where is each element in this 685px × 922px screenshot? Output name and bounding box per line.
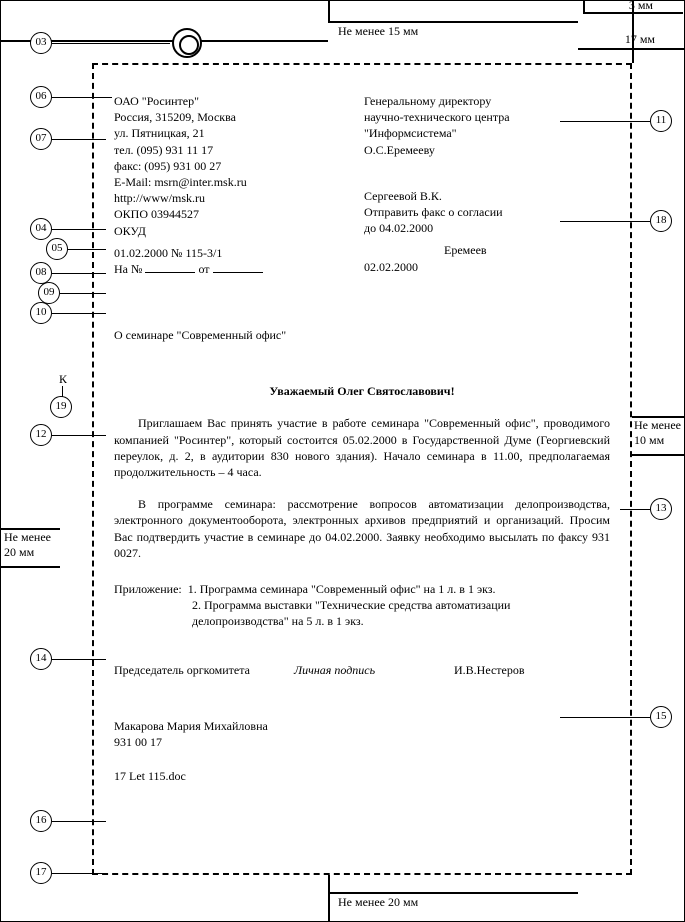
- callout-08: 08: [30, 262, 52, 284]
- recipient-l2: научно-технического центра: [364, 109, 610, 125]
- callout-12: 12: [30, 424, 52, 446]
- signature-role: Председатель оргкомитета: [114, 662, 294, 678]
- signature-personal: Личная подпись: [294, 662, 454, 678]
- sender-tel: тел. (095) 931 11 17: [114, 142, 364, 158]
- body-p1: Приглашаем Вас принять участие в работе …: [114, 415, 610, 480]
- sender-email: E-Mail: msrn@inter.msk.ru: [114, 174, 364, 190]
- callout-09: 09: [38, 282, 60, 304]
- sender-fax: факс: (095) 931 00 27: [114, 158, 364, 174]
- k-mark: К: [59, 372, 67, 387]
- ref-date-num: 01.02.2000 № 115-3/1: [114, 245, 364, 261]
- subject-line: О семинаре "Современный офис": [114, 327, 610, 343]
- sender-okpo: ОКПО 03944527: [114, 206, 364, 222]
- file-id: 17 Let 115.doc: [114, 768, 610, 784]
- callout-15: 15: [650, 706, 672, 728]
- resolution-l1: Сергеевой В.К.: [364, 188, 610, 204]
- executor-block: Макарова Мария Михайловна 931 00 17: [114, 718, 610, 750]
- greeting: Уважаемый Олег Святославович!: [114, 383, 610, 399]
- attach-2: 2. Программа выставки "Технические средс…: [114, 597, 610, 629]
- sender-org: ОАО "Росинтер": [114, 93, 364, 109]
- attach-1: 1. Программа семинара "Современный офис"…: [188, 582, 496, 596]
- callout-07: 07: [30, 128, 52, 150]
- callout-13: 13: [650, 498, 672, 520]
- margin-left: Не менее 20 мм: [4, 530, 51, 560]
- sender-addr1: Россия, 315209, Москва: [114, 109, 364, 125]
- margin-top-outer: 3 мм: [629, 0, 653, 13]
- recipient-l1: Генеральному директору: [364, 93, 610, 109]
- margin-right: 17 мм: [625, 32, 655, 47]
- sender-url: http://www/msk.ru: [114, 190, 364, 206]
- recipient-block: Генеральному директору научно-техническо…: [364, 93, 610, 158]
- callout-06: 06: [30, 86, 52, 108]
- margin-top-inner: Не менее 15 мм: [338, 24, 418, 39]
- callout-16: 16: [30, 810, 52, 832]
- attachments: Приложение: 1. Программа семинара "Совре…: [114, 581, 610, 630]
- document-area: ОАО "Росинтер" Россия, 315209, Москва ул…: [92, 63, 632, 875]
- sender-block: ОАО "Росинтер" Россия, 315209, Москва ул…: [114, 93, 364, 277]
- executor-name: Макарова Мария Михайловна: [114, 718, 610, 734]
- resolution-l2: Отправить факс о согласии: [364, 204, 610, 220]
- resolution-block: Сергеевой В.К. Отправить факс о согласии…: [364, 188, 610, 237]
- margin-right-body: Не менее 10 мм: [634, 418, 681, 448]
- attach-label: Приложение:: [114, 582, 182, 596]
- callout-19: 19: [50, 396, 72, 418]
- callout-11: 11: [650, 110, 672, 132]
- signature-row: Председатель оргкомитета Личная подпись …: [114, 662, 610, 678]
- margin-bottom: Не менее 20 мм: [338, 895, 418, 910]
- resolution-l3: до 04.02.2000: [364, 220, 610, 236]
- callout-03: 03: [30, 32, 52, 54]
- recipient-l4: О.С.Еремееву: [364, 142, 610, 158]
- callout-14: 14: [30, 648, 52, 670]
- emblem-icon: [172, 28, 202, 58]
- callout-10: 10: [30, 302, 52, 324]
- sender-addr2: ул. Пятницкая, 21: [114, 125, 364, 141]
- recipient-l3: "Информсистема": [364, 125, 610, 141]
- callout-17: 17: [30, 862, 52, 884]
- ref-on-num-label: На №: [114, 262, 142, 276]
- signature-name: И.В.Нестеров: [454, 662, 610, 678]
- ref-on-num: На № от: [114, 261, 364, 277]
- callout-04: 04: [30, 218, 52, 240]
- body-p2: В программе семинара: рассмотрение вопро…: [114, 496, 610, 561]
- sign-name: Еремеев: [364, 242, 610, 258]
- sign-date: 02.02.2000: [364, 259, 610, 275]
- callout-18: 18: [650, 210, 672, 232]
- ref-from-label: от: [198, 262, 209, 276]
- executor-phone: 931 00 17: [114, 734, 610, 750]
- callout-05: 05: [46, 238, 68, 260]
- sender-okud: ОКУД: [114, 223, 364, 239]
